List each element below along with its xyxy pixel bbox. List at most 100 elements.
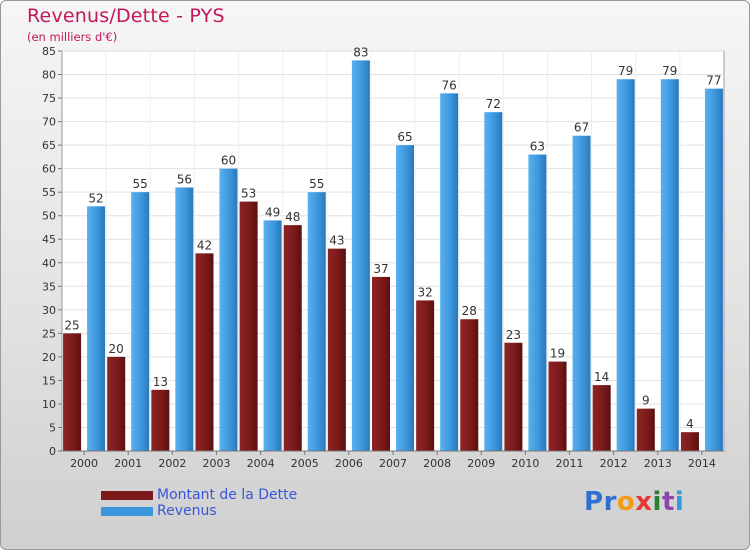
legend-item-revenue: Revenus — [101, 503, 297, 519]
x-tick-label: 2012 — [600, 457, 628, 470]
data-label-debt: 32 — [417, 285, 432, 299]
bar-revenue — [219, 168, 238, 451]
bar-debt — [63, 333, 82, 451]
data-label-debt: 37 — [373, 262, 388, 276]
plot-area — [61, 50, 725, 452]
data-label-revenue: 76 — [441, 78, 456, 92]
y-tick-label: 20 — [42, 351, 56, 364]
x-tick-label: 2001 — [114, 457, 142, 470]
x-tick-label: 2007 — [379, 457, 407, 470]
data-label-revenue: 83 — [353, 45, 368, 59]
bar-revenue — [131, 192, 150, 452]
data-label-revenue: 63 — [530, 140, 545, 154]
x-tick-label: 2009 — [467, 457, 495, 470]
x-tick-label: 2006 — [335, 457, 363, 470]
y-tick-label: 0 — [49, 445, 56, 458]
y-tick-label: 15 — [42, 374, 56, 387]
y-tick-label: 50 — [42, 210, 56, 223]
proxiti-logo: Proxiti — [584, 487, 685, 517]
y-tick-label: 85 — [42, 45, 56, 58]
bar-revenue — [87, 206, 106, 451]
x-tick-label: 2014 — [688, 457, 716, 470]
bar-debt — [460, 319, 479, 451]
data-label-revenue: 52 — [88, 191, 103, 205]
data-label-revenue: 55 — [133, 177, 148, 191]
data-label-revenue: 55 — [309, 177, 324, 191]
x-tick-label: 2003 — [202, 457, 230, 470]
bar-revenue — [528, 154, 547, 451]
legend-item-debt: Montant de la Dette — [101, 487, 297, 503]
chart-title: Revenus/Dette - PYS — [27, 5, 225, 27]
legend-label-revenue: Revenus — [157, 503, 217, 519]
data-label-revenue: 79 — [618, 64, 633, 78]
y-tick-label: 55 — [42, 186, 56, 199]
bar-revenue — [484, 112, 503, 452]
data-label-debt: 28 — [462, 304, 477, 318]
x-tick-label: 2005 — [291, 457, 319, 470]
data-label-revenue: 49 — [265, 205, 280, 219]
legend: Montant de la Dette Revenus — [101, 487, 297, 519]
bar-debt — [107, 356, 126, 451]
y-tick-label: 35 — [42, 280, 56, 293]
y-tick-label: 65 — [42, 139, 56, 152]
data-label-revenue: 79 — [662, 64, 677, 78]
bar-debt — [416, 300, 435, 451]
x-tick-label: 2008 — [423, 457, 451, 470]
bar-revenue — [263, 220, 282, 451]
data-label-debt: 19 — [550, 347, 565, 361]
y-tick-label: 25 — [42, 327, 56, 340]
data-label-debt: 42 — [197, 238, 212, 252]
y-tick-label: 45 — [42, 233, 56, 246]
bar-debt — [504, 342, 523, 451]
legend-label-debt: Montant de la Dette — [157, 487, 298, 503]
data-label-debt: 20 — [109, 342, 124, 356]
y-tick-label: 5 — [49, 421, 56, 434]
bar-revenue — [175, 187, 194, 451]
bar-revenue — [351, 60, 370, 451]
x-tick-label: 2000 — [70, 457, 98, 470]
bar-revenue — [440, 93, 459, 452]
bar-revenue — [396, 145, 414, 451]
x-tick-label: 2004 — [247, 457, 275, 470]
data-label-revenue: 72 — [486, 97, 501, 111]
legend-swatch-debt — [101, 490, 153, 500]
bar-revenue — [307, 192, 326, 452]
data-label-revenue: 56 — [177, 172, 192, 186]
y-tick-label: 10 — [42, 398, 56, 411]
bar-revenue — [660, 79, 679, 451]
data-label-revenue: 67 — [574, 121, 589, 135]
bar-debt — [592, 385, 611, 451]
data-label-debt: 53 — [241, 187, 256, 201]
data-label-revenue: 60 — [221, 154, 236, 168]
x-tick-label: 2011 — [556, 457, 584, 470]
bar-debt — [680, 432, 699, 451]
bar-debt — [372, 276, 390, 451]
x-tick-label: 2010 — [511, 457, 539, 470]
bar-debt — [548, 361, 567, 451]
bar-debt — [327, 248, 346, 451]
data-label-debt: 23 — [506, 328, 521, 342]
data-label-debt: 13 — [153, 375, 168, 389]
data-label-revenue: 65 — [397, 130, 412, 144]
data-label-revenue: 77 — [706, 74, 721, 88]
chart-subtitle: (en milliers d'€) — [27, 30, 118, 44]
bar-revenue — [572, 135, 591, 452]
x-tick-label: 2013 — [644, 457, 672, 470]
bar-debt — [636, 408, 655, 451]
data-label-debt: 48 — [285, 210, 300, 224]
bar-debt — [239, 201, 258, 451]
bar-revenue — [616, 79, 635, 451]
y-tick-label: 60 — [42, 163, 56, 176]
data-label-debt: 43 — [329, 234, 344, 248]
y-tick-label: 75 — [42, 92, 56, 105]
y-tick-label: 30 — [42, 304, 56, 317]
bar-revenue — [704, 88, 723, 451]
y-tick-label: 70 — [42, 116, 56, 129]
bar-debt — [151, 389, 170, 451]
bar-debt — [195, 253, 214, 451]
data-label-debt: 25 — [64, 318, 79, 332]
data-label-debt: 9 — [642, 394, 650, 408]
y-tick-label: 40 — [42, 257, 56, 270]
